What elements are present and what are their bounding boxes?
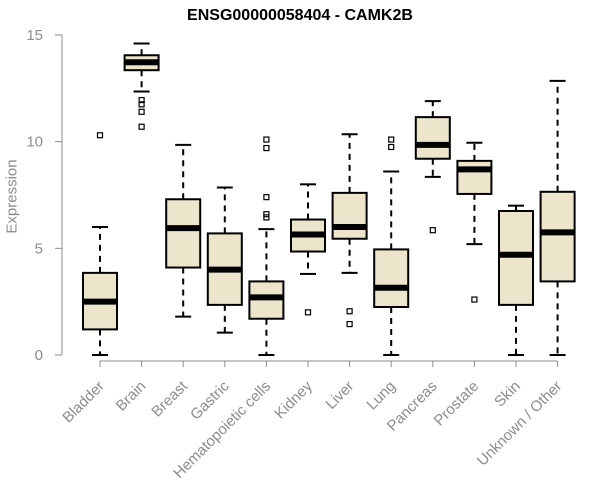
box-iqr	[414, 116, 451, 160]
x-tick-label: Skin	[491, 378, 524, 411]
box-iqr	[331, 191, 368, 240]
outlier-point	[138, 108, 145, 115]
x-tick-label: Brain	[113, 378, 150, 415]
x-tick-label: Prostate	[431, 378, 483, 430]
outlier-point	[96, 132, 104, 139]
outlier-point	[304, 309, 312, 316]
outlier-point	[138, 96, 145, 104]
outlier-point	[388, 143, 395, 151]
outlier-point	[471, 296, 478, 303]
chart-title: ENSG00000058404 - CAMK2B	[187, 7, 413, 24]
outlier-point	[263, 194, 270, 201]
x-tick-label: Kidney	[271, 377, 316, 422]
x-tick-label: Liver	[322, 378, 357, 413]
box-iqr	[456, 159, 493, 195]
box-iqr	[539, 190, 576, 283]
y-tick-label: 5	[35, 240, 43, 257]
outlier-point	[388, 136, 395, 143]
x-tick-label: Breast	[148, 377, 191, 420]
box-iqr	[498, 210, 534, 306]
y-tick-label: 15	[26, 27, 43, 44]
y-tick-label: 10	[26, 134, 43, 151]
outlier-point	[263, 136, 270, 143]
outlier-point	[429, 227, 436, 234]
box-iqr	[373, 248, 410, 308]
y-tick-label: 0	[35, 347, 43, 364]
outlier-point	[263, 144, 270, 152]
box-iqr	[165, 198, 202, 269]
outlier-point	[263, 211, 270, 218]
outlier-point	[138, 123, 145, 130]
outlier-point	[138, 101, 145, 108]
x-tick-label: Bladder	[59, 378, 108, 427]
outlier-point	[346, 308, 353, 315]
outlier-point	[263, 214, 270, 221]
x-tick-label: Lung	[363, 378, 399, 414]
outlier-point	[346, 320, 353, 328]
